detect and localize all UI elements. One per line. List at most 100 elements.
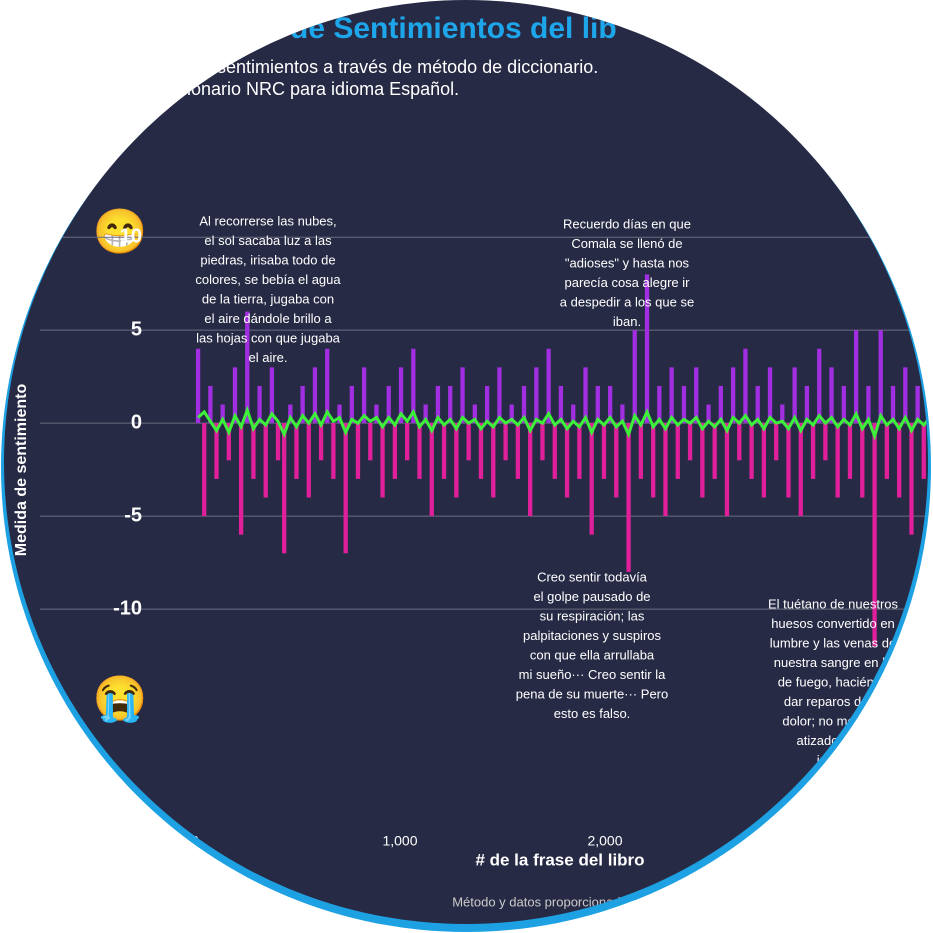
- annotation: dar reparos de in: [784, 694, 882, 709]
- smoothed-line: [197, 405, 928, 441]
- bar: [202, 423, 207, 517]
- bar: [195, 348, 201, 424]
- bar: [460, 367, 465, 424]
- bar: [841, 385, 846, 424]
- annotation: el golpe pausado de: [533, 589, 650, 604]
- bar: [355, 423, 361, 479]
- x-tick-label: 1,000: [382, 833, 417, 849]
- annotation: Recuerdo días en que: [563, 216, 691, 231]
- bar: [810, 423, 816, 479]
- bar: [497, 367, 502, 424]
- bar: [478, 423, 484, 479]
- bar: [774, 423, 779, 461]
- bar: [226, 423, 231, 461]
- y-tick-label: -5: [124, 504, 142, 526]
- bar: [534, 367, 539, 424]
- bar: [663, 423, 668, 517]
- footer: Método y datos proporcionado: [452, 894, 628, 909]
- bar: [337, 404, 342, 424]
- bar: [448, 385, 453, 424]
- bar: [651, 423, 656, 498]
- bar: [798, 423, 803, 517]
- bar: [644, 274, 650, 424]
- bar: [589, 423, 594, 535]
- bar: [411, 348, 416, 424]
- bar: [638, 423, 644, 479]
- bar: [718, 385, 723, 424]
- bar: [361, 367, 367, 424]
- bar: [251, 423, 256, 479]
- annotation: iban.: [613, 314, 641, 329]
- y-tick-label: 5: [131, 318, 142, 340]
- annotation: a despedir a los que se: [560, 294, 694, 309]
- bar: [294, 423, 299, 479]
- bar: [306, 423, 311, 498]
- annotation: con que ella arrullaba: [530, 647, 655, 662]
- annotation: palpitaciones y suspiros: [523, 628, 662, 643]
- bar: [282, 423, 287, 554]
- bar: [669, 367, 674, 424]
- bar: [263, 423, 268, 498]
- bar: [386, 385, 391, 424]
- bar: [540, 423, 545, 461]
- bar: [872, 423, 877, 647]
- x-tick-label: 2,000: [587, 833, 622, 849]
- bar: [245, 311, 250, 424]
- bar: [755, 385, 760, 424]
- annotation: nuestra sangre en hi: [774, 655, 893, 670]
- bar: [730, 367, 736, 424]
- annotation: parecía cosa alegre ir: [564, 275, 690, 290]
- bar: [503, 423, 508, 461]
- annotation: el aire dándole brillo a: [204, 311, 332, 326]
- bar: [288, 404, 293, 424]
- bar: [208, 385, 213, 424]
- bar: [392, 423, 398, 479]
- bar: [331, 423, 336, 479]
- bar: [558, 385, 564, 424]
- bar: [817, 348, 822, 424]
- bar: [706, 404, 711, 424]
- bar: [220, 404, 225, 424]
- bar: [915, 385, 920, 424]
- bar: [601, 423, 607, 479]
- bar: [435, 385, 441, 424]
- annotation: pena de su muerte··· Pero: [516, 686, 668, 701]
- annotation: mi sueño··· Creo sentir la: [519, 667, 666, 682]
- annotation: las hojas con que jugaba: [196, 330, 341, 345]
- annotation: piedras, irisaba todo de: [200, 252, 335, 267]
- bar: [657, 385, 662, 424]
- annotation: colores, se bebía el agua: [195, 272, 341, 287]
- subtitle: cionario NRC para idioma Español.: [178, 79, 459, 99]
- bar: [835, 423, 840, 498]
- bar: [626, 423, 631, 572]
- bar: [521, 385, 527, 424]
- bar: [515, 423, 521, 479]
- bar: [897, 423, 902, 498]
- bar: [269, 367, 275, 424]
- bar: [275, 423, 281, 461]
- bar: [749, 423, 754, 479]
- bar: [860, 423, 865, 498]
- bar: [903, 367, 908, 424]
- bar: [792, 367, 797, 424]
- annotation: el sol sacaba luz a las: [204, 233, 332, 248]
- bar: [423, 404, 428, 424]
- annotation: esto es falso.: [554, 706, 631, 721]
- bar: [564, 423, 570, 498]
- bar: [571, 404, 576, 424]
- bar: [694, 367, 699, 424]
- bar: [380, 423, 385, 498]
- bar: [583, 367, 588, 424]
- bar: [700, 423, 705, 498]
- bar: [909, 423, 914, 535]
- bar: [318, 423, 324, 461]
- bar: [546, 348, 551, 424]
- bar: [466, 423, 471, 461]
- bar: [232, 367, 238, 424]
- bar: [866, 385, 871, 424]
- x-axis-label: # de la frase del libro: [475, 850, 644, 869]
- bar: [343, 423, 348, 554]
- bar: [595, 385, 600, 424]
